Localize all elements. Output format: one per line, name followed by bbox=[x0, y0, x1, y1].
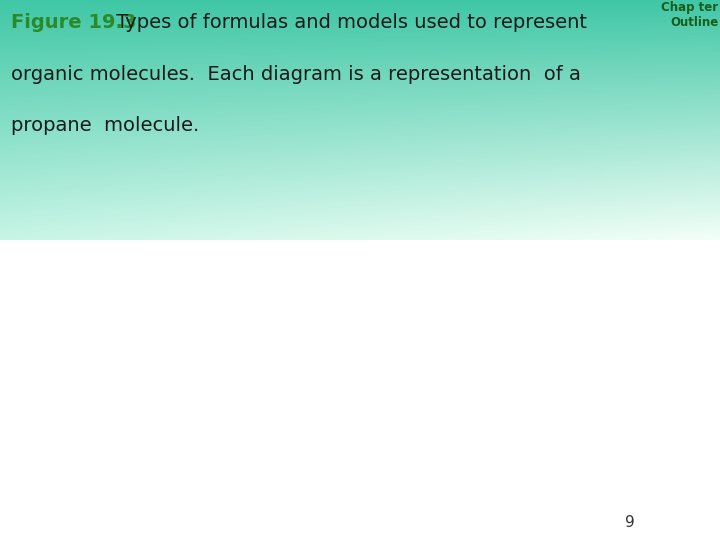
Text: propane  molecule.: propane molecule. bbox=[11, 116, 199, 135]
Text: Types of formulas and models used to represent: Types of formulas and models used to rep… bbox=[110, 14, 588, 32]
Text: Figure 19.3: Figure 19.3 bbox=[11, 14, 136, 32]
Text: 9: 9 bbox=[625, 515, 635, 530]
Text: Chap ter
Outline: Chap ter Outline bbox=[662, 1, 719, 29]
Text: organic molecules.  Each diagram is a representation  of a: organic molecules. Each diagram is a rep… bbox=[11, 65, 580, 84]
